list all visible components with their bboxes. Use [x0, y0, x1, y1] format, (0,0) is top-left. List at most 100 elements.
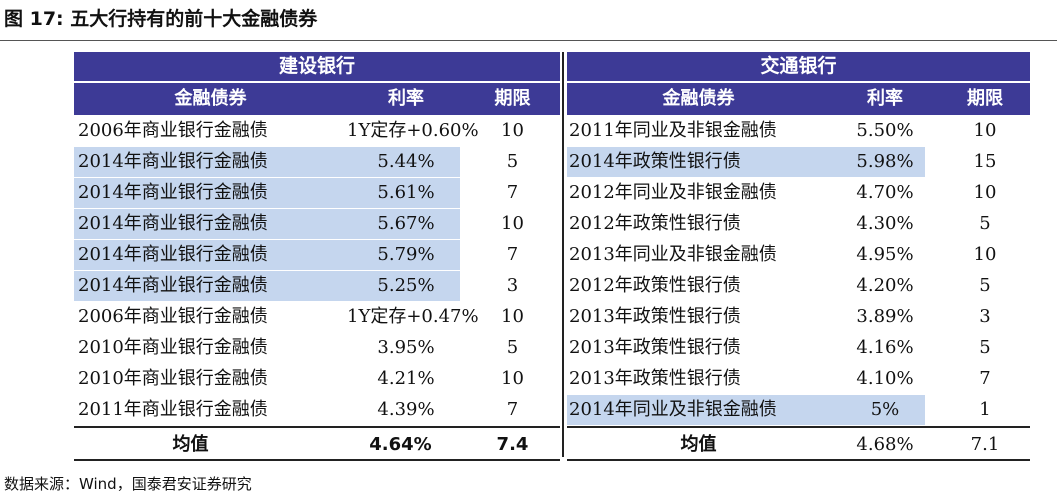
table-row: 2010年商业银行金融债 3.95% 5 [74, 332, 560, 363]
term-cell: 7 [506, 182, 519, 203]
bond-cell: 2006年商业银行金融债 [78, 306, 268, 327]
term-cell: 7 [506, 244, 519, 265]
bond-cell: 2010年商业银行金融债 [78, 337, 268, 358]
table-row: 2014年商业银行金融债 5.25% 3 [74, 270, 560, 301]
table-row: 2013年同业及非银金融债 4.95% 10 [567, 239, 1030, 270]
bond-cell: 2006年商业银行金融债 [78, 120, 268, 141]
term-cell: 5 [979, 275, 991, 296]
table-row: 2014年商业银行金融债 5.67% 10 [74, 208, 560, 239]
table-row: 2014年商业银行金融债 5.44% 5 [74, 146, 560, 177]
row-highlight [567, 395, 925, 425]
bond-cell: 2013年政策性银行债 [569, 337, 741, 358]
term-cell: 10 [973, 182, 997, 203]
table-row: 2013年政策性银行债 4.16% 5 [567, 332, 1030, 363]
rate-cell: 5.61% [377, 182, 435, 203]
row-highlight [74, 147, 460, 177]
row-highlight [567, 147, 925, 177]
term-cell: 10 [501, 120, 524, 141]
bond-cell: 2014年商业银行金融债 [78, 275, 268, 296]
rate-cell: 5.44% [377, 151, 435, 172]
bond-cell: 2013年政策性银行债 [569, 368, 741, 389]
table-row: 2012年同业及非银金融债 4.70% 10 [567, 177, 1030, 208]
table-row: 2011年同业及非银金融债 5.50% 10 [567, 115, 1030, 146]
rate-cell: 5.79% [377, 244, 435, 265]
table-row: 2012年政策性银行债 4.30% 5 [567, 208, 1030, 239]
col-header-term: 期限 [967, 88, 1003, 109]
column-header-row-bocom: 金融债券 利率 期限 [567, 83, 1030, 115]
title-divider [0, 40, 1057, 41]
average-term: 7.1 [970, 434, 1000, 455]
source-note: 数据来源：Wind，国泰君安证券研究 [4, 475, 252, 493]
col-header-bond: 金融债券 [174, 88, 247, 109]
bond-cell: 2010年商业银行金融债 [78, 368, 268, 389]
term-cell: 3 [506, 275, 519, 296]
table-row: 2013年政策性银行债 4.10% 7 [567, 363, 1030, 394]
column-header-row-ccb: 金融债券 利率 期限 [74, 83, 560, 115]
term-cell: 7 [506, 399, 519, 420]
term-cell: 10 [501, 213, 524, 234]
bond-cell: 2014年商业银行金融债 [78, 182, 268, 203]
bond-cell: 2014年商业银行金融债 [78, 151, 268, 172]
table-separator [562, 52, 564, 457]
rate-cell: 4.30% [856, 213, 914, 234]
rate-cell: 5.67% [377, 213, 435, 234]
table-row: 2006年商业银行金融债 1Y定存+0.60% 10 [74, 115, 560, 146]
rate-cell: 4.10% [856, 368, 914, 389]
rate-cell: 5.98% [856, 151, 914, 172]
average-rule-bocom [567, 426, 1030, 428]
rate-cell: 5.50% [856, 120, 914, 141]
rate-cell: 4.21% [377, 368, 435, 389]
rate-cell: 4.95% [856, 244, 914, 265]
average-rate: 4.68% [856, 434, 914, 455]
table-row: 2014年政策性银行债 5.98% 15 [567, 146, 1030, 177]
row-highlight [74, 240, 460, 270]
bottom-rule-ccb [74, 459, 560, 461]
average-row-ccb: 均值 4.64% 7.4 [74, 428, 560, 461]
bond-cell: 2014年商业银行金融债 [78, 244, 268, 265]
row-highlight [74, 209, 460, 239]
term-cell: 5 [979, 337, 991, 358]
table-row: 2011年商业银行金融债 4.39% 7 [74, 394, 560, 425]
col-header-bond: 金融债券 [662, 88, 735, 109]
bank-header-ccb: 建设银行 [74, 52, 560, 81]
rate-cell: 3.95% [377, 337, 435, 358]
table-row: 2010年商业银行金融债 4.21% 10 [74, 363, 560, 394]
average-label: 均值 [680, 434, 717, 455]
average-term: 7.4 [496, 434, 529, 455]
term-cell: 15 [973, 151, 997, 172]
rate-cell: 5.25% [377, 275, 435, 296]
rate-cell: 5% [870, 399, 900, 420]
rate-cell: 4.39% [377, 399, 435, 420]
row-highlight [74, 271, 460, 301]
bond-cell: 2013年政策性银行债 [569, 306, 741, 327]
bond-cell: 2013年同业及非银金融债 [569, 244, 777, 265]
bond-cell: 2014年政策性银行债 [569, 151, 741, 172]
term-cell: 7 [979, 368, 991, 389]
table-row: 2012年政策性银行债 4.20% 5 [567, 270, 1030, 301]
bond-cell: 2012年同业及非银金融债 [569, 182, 777, 203]
rate-cell: 4.16% [856, 337, 914, 358]
col-header-rate: 利率 [867, 88, 903, 109]
col-header-term: 期限 [494, 88, 531, 109]
term-cell: 3 [979, 306, 991, 327]
bank-header-bocom: 交通银行 [567, 52, 1030, 81]
rate-cell: 1Y定存+0.60% [347, 120, 479, 141]
average-label: 均值 [172, 434, 209, 455]
rate-cell: 4.20% [856, 275, 914, 296]
rate-cell: 3.89% [856, 306, 914, 327]
bond-cell: 2011年商业银行金融债 [78, 399, 268, 420]
bond-cell: 2011年同业及非银金融债 [569, 120, 777, 141]
bottom-rule-bocom [567, 459, 1030, 461]
term-cell: 5 [506, 151, 519, 172]
term-cell: 5 [979, 213, 991, 234]
bond-cell: 2012年政策性银行债 [569, 275, 741, 296]
table-row: 2014年商业银行金融债 5.61% 7 [74, 177, 560, 208]
row-highlight [74, 178, 460, 208]
average-rule-ccb [74, 426, 560, 428]
average-row-bocom: 均值 4.68% 7.1 [567, 428, 1030, 461]
term-cell: 10 [973, 244, 997, 265]
table-row: 2013年政策性银行债 3.89% 3 [567, 301, 1030, 332]
table-row: 2014年商业银行金融债 5.79% 7 [74, 239, 560, 270]
bond-cell: 2012年政策性银行债 [569, 213, 741, 234]
col-header-rate: 利率 [388, 88, 424, 109]
